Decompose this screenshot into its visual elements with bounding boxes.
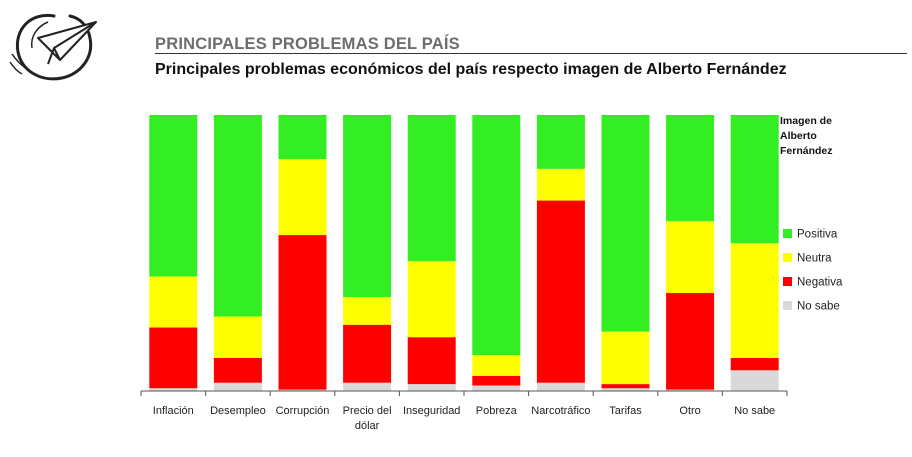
legend-title-line: Imagen de [780, 115, 832, 127]
bar-inseguridad-neutra [407, 261, 456, 338]
bar-inseguridad-no-sabe [407, 384, 456, 391]
bar-tarifas-neutra [601, 331, 650, 385]
bar-desempleo-no-sabe [213, 382, 262, 391]
bar-no-sabe-neutra [730, 243, 779, 358]
bar-precio-del-dolar-negativa [343, 324, 392, 383]
bar-narcotrafico-positiva [536, 115, 585, 169]
x-tick-label-tarifas: Tarifas [609, 405, 642, 417]
bar-inflacion-positiva [149, 115, 198, 277]
legend-label-positiva: Positiva [797, 229, 838, 241]
x-tick-label-corrupcion: Corrupción [276, 405, 330, 417]
x-tick-label-desempleo: Desempleo [210, 405, 266, 417]
x-tick-label-line: Tarifas [609, 405, 642, 417]
bar-pobreza-neutra [472, 355, 521, 376]
bar-otro-no-sabe [666, 389, 715, 391]
x-tick-label-line: Inseguridad [403, 405, 461, 417]
bar-pobreza-positiva [472, 115, 521, 356]
legend: Imagen de Alberto Fernández Positiva Neutra N… [780, 115, 843, 313]
paper-plane-logo-icon [9, 13, 97, 81]
bar-precio-del-dolar-no-sabe [343, 382, 392, 391]
section-title: PRINCIPALES PROBLEMAS DEL PAÍS [155, 35, 460, 53]
bar-precio-del-dolar-neutra [343, 297, 392, 325]
x-tick-label-precio-del-dolar: Precio del dólar [343, 405, 392, 432]
legend-title-line: Alberto [780, 130, 817, 142]
bar-inflacion-no-sabe [149, 388, 198, 391]
x-tick-label-line: Desempleo [210, 405, 266, 417]
bar-otro-negativa [666, 293, 715, 390]
bar-no-sabe-negativa [730, 357, 779, 371]
bar-desempleo-negativa [213, 357, 262, 383]
x-tick-label-inflacion: Inflación [153, 405, 194, 417]
bar-pobreza-no-sabe [472, 385, 521, 391]
legend-swatch-no-sabe [783, 301, 792, 310]
x-tick-label-line: Pobreza [476, 405, 518, 417]
bar-desempleo-neutra [213, 316, 262, 358]
bar-tarifas-negativa [601, 384, 650, 389]
bar-no-sabe-no-sabe [730, 370, 779, 391]
bar-narcotrafico-no-sabe [536, 382, 585, 391]
x-tick-label-no-sabe: No sabe [734, 405, 775, 417]
legend-label-neutra: Neutra [797, 253, 832, 265]
bar-no-sabe-positiva [730, 115, 779, 244]
x-tick-label-otro: Otro [679, 405, 700, 417]
x-tick-label-line: Precio del [343, 405, 392, 417]
bar-desempleo-positiva [213, 115, 262, 317]
bar-corrupcion-no-sabe [278, 389, 327, 391]
bar-narcotrafico-neutra [536, 168, 585, 201]
bars-group [149, 115, 779, 391]
bar-corrupcion-positiva [278, 115, 327, 160]
legend-swatch-positiva [783, 229, 792, 238]
bar-inflacion-neutra [149, 276, 198, 328]
x-axis: Inflación Desempleo Corrupción Precio del dó… [140, 390, 788, 432]
legend-label-no-sabe: No sabe [797, 301, 840, 313]
x-tick-label-line: Narcotráfico [531, 405, 590, 417]
bar-corrupcion-negativa [278, 235, 327, 390]
x-tick-label-line: Otro [679, 405, 700, 417]
bar-pobreza-negativa [472, 375, 521, 386]
bar-inseguridad-positiva [407, 115, 456, 262]
x-tick-label-pobreza: Pobreza [476, 405, 518, 417]
bar-tarifas-no-sabe [601, 388, 650, 391]
bar-otro-positiva [666, 115, 715, 222]
bar-narcotrafico-negativa [536, 200, 585, 383]
legend-swatch-negativa [783, 277, 792, 286]
x-tick-label-inseguridad: Inseguridad [403, 405, 461, 417]
bar-precio-del-dolar-positiva [343, 115, 392, 298]
bar-tarifas-positiva [601, 115, 650, 332]
x-tick-label-line: No sabe [734, 405, 775, 417]
x-tick-label-narcotrafico: Narcotráfico [531, 405, 590, 417]
bar-corrupcion-neutra [278, 159, 327, 236]
x-tick-label-line: Corrupción [276, 405, 330, 417]
title-divider [155, 53, 907, 54]
x-tick-label-line: Inflación [153, 405, 194, 417]
x-tick-label-line: dólar [355, 420, 380, 432]
bar-inseguridad-negativa [407, 337, 456, 385]
legend-label-negativa: Negativa [797, 277, 843, 289]
bar-otro-neutra [666, 221, 715, 294]
legend-title-line: Fernández [780, 145, 833, 157]
legend-title: Imagen de Alberto Fernández [780, 115, 833, 157]
legend-swatch-neutra [783, 253, 792, 262]
chart-title: Principales problemas económicos del paí… [155, 61, 787, 78]
bar-inflacion-negativa [149, 327, 198, 389]
